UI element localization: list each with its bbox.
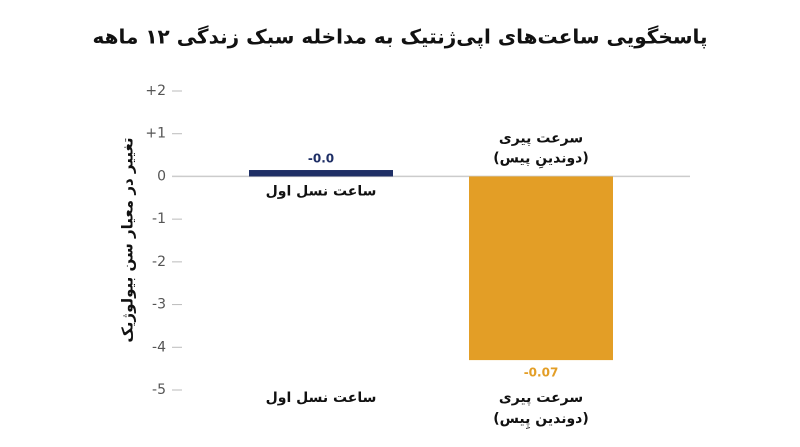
bar [469,176,613,361]
x-tick-label: (دوندین پِیس) [493,411,589,429]
x-tick-label: ساعت نسل اول [266,390,377,406]
bar [249,170,393,177]
y-tick-label: 0 [157,168,166,184]
y-tick-label: -5 [152,382,166,398]
value-annotation: -0.0 [308,152,334,166]
y-tick-label: +1 [145,126,166,142]
y-tick-label: -4 [152,339,166,355]
chart-title: پاسخگویی ساعت‌های اپی‌ژنتیک به مداخله سب… [92,25,707,50]
x-tick-label: سرعت پیری [499,390,583,406]
bar-label: سرعت پیری [499,130,583,146]
value-annotation: -0.07 [524,366,559,380]
bar-label: (دوندینِ پیس) [493,150,589,168]
y-tick-label: -2 [152,254,166,270]
y-tick-label: -3 [152,297,166,313]
bar-label: ساعت نسل اول [266,183,377,199]
y-tick-label: +2 [145,83,166,99]
y-tick-label: -1 [152,211,166,227]
y-axis-label: تغییر در معیار سن بیولوژیک [119,137,137,342]
